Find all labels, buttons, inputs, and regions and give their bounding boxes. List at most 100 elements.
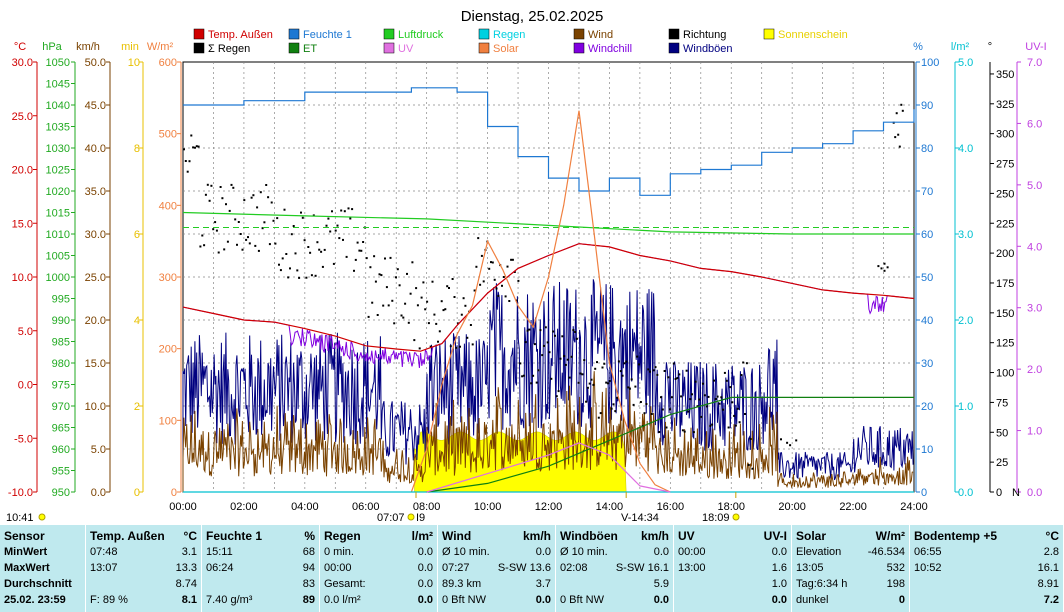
- direction-point: [795, 439, 798, 442]
- direction-point: [338, 237, 341, 240]
- summary-cell-direction: S-SW 13.6: [497, 562, 551, 574]
- axis-tick-label: 225: [996, 218, 1014, 230]
- summary-header-label: Wind: [442, 529, 472, 543]
- axis-tick-label: 25.0: [12, 111, 33, 123]
- direction-point: [354, 258, 357, 261]
- x-tick-label: 10:00: [474, 501, 502, 513]
- direction-point: [429, 345, 432, 348]
- direction-point: [568, 376, 571, 379]
- direction-point: [270, 201, 273, 204]
- direction-point: [345, 255, 348, 258]
- direction-point: [528, 328, 531, 331]
- summary-cell-time: Tag:6:34 h: [796, 578, 848, 590]
- summary-cell-time: 07:48: [90, 546, 118, 558]
- legend-label: Richtung: [683, 29, 726, 41]
- direction-point: [294, 252, 297, 255]
- axis-tick-label: 1025: [46, 165, 70, 177]
- summary-header-label: Solar: [796, 529, 827, 543]
- direction-point: [744, 413, 746, 415]
- summary-column: Solar W/m² Elevation -46.534 13:05 532 Tag:6:3…: [792, 525, 910, 612]
- summary-row: 8.91: [914, 576, 1059, 592]
- direction-point: [720, 396, 723, 399]
- summary-cell-value: 532: [886, 562, 905, 574]
- axis-tick-label: 1.0: [958, 401, 973, 413]
- summary-row: 7.2: [914, 592, 1059, 608]
- x-tick-label: 02:00: [230, 501, 258, 513]
- axis-tick-label: 955: [52, 466, 70, 478]
- summary-cell-time: 06:24: [206, 562, 234, 574]
- axis-tick-label: 4.0: [958, 143, 973, 155]
- summary-header: Regen l/m²: [324, 528, 433, 544]
- direction-point: [537, 369, 540, 372]
- legend-swatch: [288, 28, 300, 40]
- summary-row-label: MinWert: [4, 546, 48, 558]
- axis-tick-label: 950: [52, 487, 70, 499]
- direction-point: [579, 372, 582, 375]
- summary-row-label: Durchschnitt: [4, 578, 72, 590]
- axis-tick-label: 5.0: [958, 57, 973, 69]
- summary-cell-value: 1.0: [771, 578, 787, 590]
- summary-cell-time: dunkel: [796, 594, 829, 606]
- direction-point: [347, 207, 350, 210]
- direction-point: [508, 300, 511, 302]
- summary-cell-time: 13:07: [90, 562, 118, 574]
- direction-point: [427, 322, 430, 325]
- direction-point: [510, 258, 513, 261]
- summary-column: Wind km/h Ø 10 min. 0.0 07:27 S-SW 13.6 89.3 k…: [438, 525, 556, 612]
- direction-point: [895, 112, 898, 115]
- direction-point: [740, 374, 743, 376]
- axis-tick-label: 10: [921, 444, 933, 456]
- sunrise-icon: [407, 513, 415, 521]
- summary-header-label: UV: [678, 529, 695, 543]
- summary-cell-time: 06:55: [914, 546, 942, 558]
- direction-point: [588, 382, 591, 385]
- summary-header-label: Sensor: [4, 529, 45, 543]
- axis-tick-label: 10: [128, 57, 140, 69]
- direction-point: [707, 395, 710, 398]
- summary-cell-value: 0.0: [653, 546, 669, 558]
- direction-point: [309, 251, 312, 254]
- summary-row: 00:00 0.0: [678, 544, 787, 560]
- direction-point: [325, 224, 328, 227]
- axis-unit-label: °C: [14, 41, 26, 53]
- direction-point: [652, 369, 655, 372]
- direction-point: [517, 279, 520, 282]
- direction-point: [391, 299, 394, 302]
- direction-point: [358, 249, 361, 252]
- direction-point: [586, 386, 589, 389]
- direction-point: [287, 276, 290, 279]
- summary-header-unit: km/h: [640, 529, 669, 543]
- direction-point: [703, 394, 706, 397]
- direction-point: [605, 381, 608, 384]
- axis-tick-label: 4: [134, 315, 140, 327]
- direction-point: [342, 238, 344, 241]
- direction-point: [247, 236, 249, 239]
- direction-point: [628, 387, 631, 390]
- direction-point: [223, 248, 226, 251]
- summary-cell-time: 13:05: [796, 562, 824, 574]
- direction-point: [670, 396, 673, 399]
- direction-point: [672, 362, 675, 365]
- direction-point: [245, 238, 248, 241]
- summary-header-label: Temp. Außen: [90, 529, 165, 543]
- direction-point: [336, 224, 339, 227]
- direction-point: [446, 285, 449, 288]
- direction-point: [393, 322, 396, 325]
- direction-point: [738, 421, 741, 424]
- direction-point: [278, 263, 280, 266]
- direction-point: [723, 371, 726, 374]
- direction-point: [250, 196, 253, 199]
- axis-tick-label: 2: [134, 401, 140, 413]
- direction-point: [532, 374, 535, 377]
- axis-tick-label: 5.0: [91, 444, 106, 456]
- summary-header: Solar W/m²: [796, 528, 905, 544]
- direction-point: [705, 405, 708, 408]
- summary-cell-value: 0.0: [535, 594, 551, 606]
- direction-point: [387, 304, 390, 307]
- weather-chart: Dienstag, 25.02.2025 Temp. Außen Feuchte …: [6, 8, 1047, 524]
- sun-icon: [38, 513, 46, 521]
- summary-header: Wind km/h: [442, 528, 551, 544]
- direction-point: [418, 347, 421, 350]
- summary-row: 06:55 2.8: [914, 544, 1059, 560]
- axis-tick-label: 985: [52, 337, 70, 349]
